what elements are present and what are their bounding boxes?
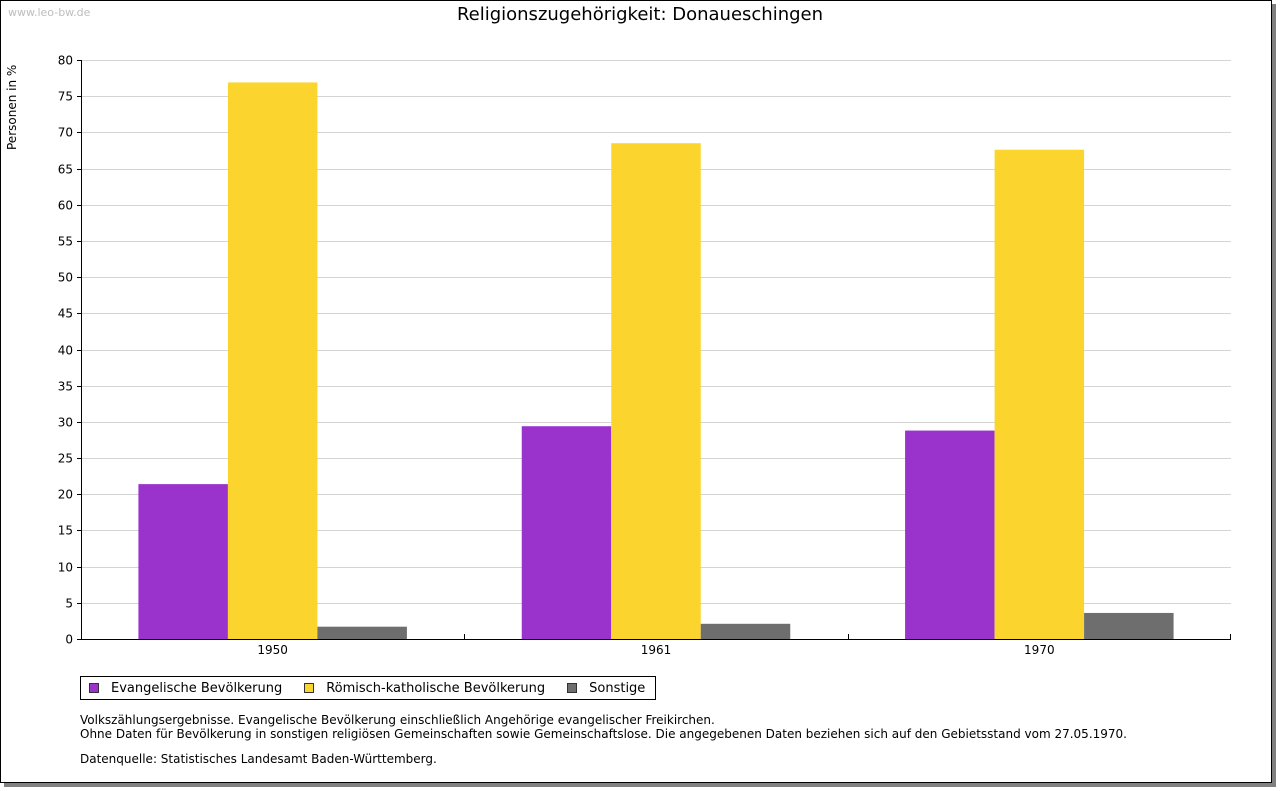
y-axis-label: Personen in % [5, 65, 19, 150]
source-note: Datenquelle: Statistisches Landesamt Bad… [80, 752, 437, 766]
y-tick-label: 50 [58, 271, 73, 285]
legend-swatch [567, 683, 578, 693]
y-tick-label: 10 [58, 561, 73, 575]
tick-labels: 0 5 10 15 20 25 30 35 40 45 50 55 60 65 70 75 80 1950 1961… [58, 54, 1055, 658]
y-tick-label: 0 [65, 633, 73, 647]
legend-label: Evangelische Bevölkerung [111, 680, 283, 696]
x-tick-label: 1950 [257, 643, 288, 657]
bar-1950-2 [227, 82, 318, 639]
x-tick-label: 1970 [1024, 643, 1055, 657]
bar-1970-3 [1084, 612, 1174, 639]
bar-1961-3 [700, 623, 791, 639]
legend-label: Römisch-katholische Bevölkerung [326, 680, 546, 696]
y-tick-label: 65 [58, 163, 73, 177]
bar-1961-1 [521, 426, 612, 639]
y-tick-label: 70 [58, 126, 73, 140]
bar-1950-3 [317, 626, 407, 639]
axes [77, 60, 1231, 640]
y-tick-label: 20 [58, 488, 73, 502]
legend-swatch [304, 683, 315, 693]
bar-1970-1 [905, 430, 995, 639]
legend-item: Sonstige [567, 681, 645, 696]
legend-swatch [89, 683, 99, 693]
bar-chart: 0 5 10 15 20 25 30 35 40 45 50 55 60 65 70 75 80 1950 1961… [5, 54, 1231, 658]
notes: Volkszählungsergebnisse. Evangelische Be… [80, 713, 1127, 741]
y-tick-label: 80 [58, 54, 73, 68]
chart-title: Religionszugehörigkeit: Donaueschingen [456, 4, 824, 25]
bar-1950-1 [138, 484, 228, 639]
y-tick-label: 25 [58, 452, 73, 466]
legend-label: Sonstige [589, 680, 646, 696]
y-tick-label: 30 [58, 416, 73, 430]
y-tick-label: 60 [58, 199, 73, 213]
bar-1961-2 [611, 143, 701, 639]
y-tick-label: 40 [58, 344, 73, 358]
note-line: Ohne Daten für Bevölkerung in sonstigen … [80, 727, 1127, 741]
watermark: www.leo-bw.de [8, 6, 91, 19]
legend-item: Evangelische Bevölkerung [89, 681, 282, 696]
y-tick-label: 55 [58, 235, 73, 249]
y-tick-label: 35 [58, 380, 73, 394]
legend-item: Römisch-katholische Bevölkerung [304, 681, 545, 696]
y-tick-label: 45 [58, 307, 73, 321]
x-tick-label: 1961 [641, 643, 672, 657]
y-tick-label: 15 [58, 524, 73, 538]
y-tick-label: 5 [65, 597, 73, 611]
y-tick-label: 75 [58, 90, 73, 104]
note-line: Volkszählungsergebnisse. Evangelische Be… [80, 713, 715, 727]
bars [138, 82, 1174, 639]
legend: Evangelische Bevölkerung Römisch-katholis… [80, 676, 657, 700]
bar-1970-2 [994, 149, 1085, 639]
